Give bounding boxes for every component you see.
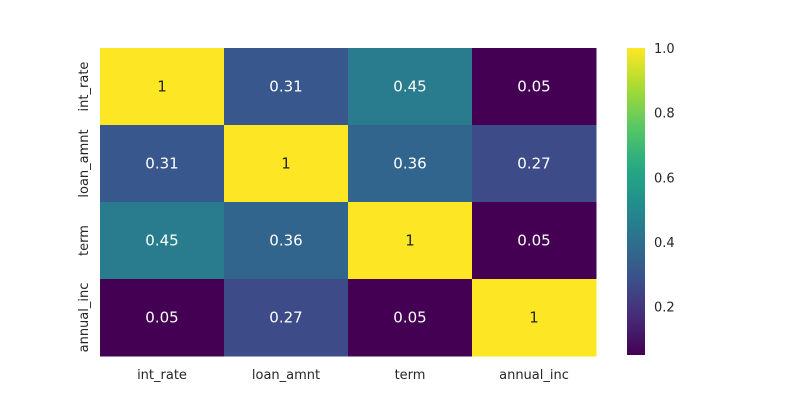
heatmap-cell-value: 1 (405, 232, 415, 250)
heatmap-cell (348, 202, 473, 280)
x-tick-label: term (395, 368, 426, 383)
x-axis-tick-labels: int_rate loan_amnt term annual_inc (137, 368, 569, 383)
y-tick-label: annual_inc (77, 283, 92, 353)
heatmap-cell (348, 125, 473, 203)
y-tick-label: int_rate (77, 62, 92, 112)
x-tick-label: annual_inc (499, 368, 569, 383)
heatmap-cell-value: 0.31 (145, 155, 178, 173)
heatmap-cell-value: 0.45 (393, 78, 426, 96)
colorbar-tick-label: 0.2 (654, 301, 675, 316)
heatmap-cell (348, 48, 473, 126)
heatmap-cell (472, 125, 597, 203)
colorbar-tick-label: 0.8 (654, 107, 675, 122)
heatmap-cell (224, 48, 349, 126)
heatmap-cell (472, 279, 597, 357)
heatmap-cell-value: 0.05 (393, 309, 426, 327)
heatmap-cell (100, 125, 225, 203)
heatmap-cell (472, 202, 597, 280)
heatmap-cell-value: 1 (281, 155, 291, 173)
y-tick-label: loan_amnt (77, 129, 92, 197)
heatmap-cell (100, 202, 225, 280)
heatmap-cell-value: 1 (157, 78, 167, 96)
heatmap-cell-value: 0.36 (269, 232, 302, 250)
heatmap-cell-value: 0.31 (269, 78, 302, 96)
heatmap-cell-value: 0.05 (145, 309, 178, 327)
heatmap-cell (224, 125, 349, 203)
heatmap-cell (472, 48, 597, 126)
heatmap-cell-value: 0.05 (517, 232, 550, 250)
heatmap-cell (100, 48, 225, 126)
colorbar (627, 48, 645, 355)
colorbar-tick-label: 0.6 (654, 171, 675, 186)
heatmap-cell-value: 0.05 (517, 78, 550, 96)
colorbar-tick-label: 1.0 (654, 42, 675, 57)
heatmap-cell (348, 279, 473, 357)
y-tick-label: term (77, 225, 92, 256)
x-tick-label: loan_amnt (252, 368, 320, 383)
heatmap-cell-value: 0.27 (269, 309, 302, 327)
heatmap-cell (100, 279, 225, 357)
x-tick-label: int_rate (137, 368, 187, 383)
heatmap-cell-value: 0.45 (145, 232, 178, 250)
heatmap-cell-value: 0.36 (393, 155, 426, 173)
heatmap-cell (224, 202, 349, 280)
heatmap-cell-value: 0.27 (517, 155, 550, 173)
colorbar-tick-label: 0.4 (654, 236, 675, 251)
heatmap-cells (100, 48, 597, 357)
colorbar-tick-labels: 0.2 0.4 0.6 0.8 1.0 (654, 42, 675, 316)
heatmap-cell-labels: 1 0.31 0.45 0.05 0.31 1 0.36 0.27 0.45 0.36 1 0.05 0… (145, 78, 550, 327)
heatmap-cell-value: 1 (529, 309, 539, 327)
heatmap-cell (224, 279, 349, 357)
